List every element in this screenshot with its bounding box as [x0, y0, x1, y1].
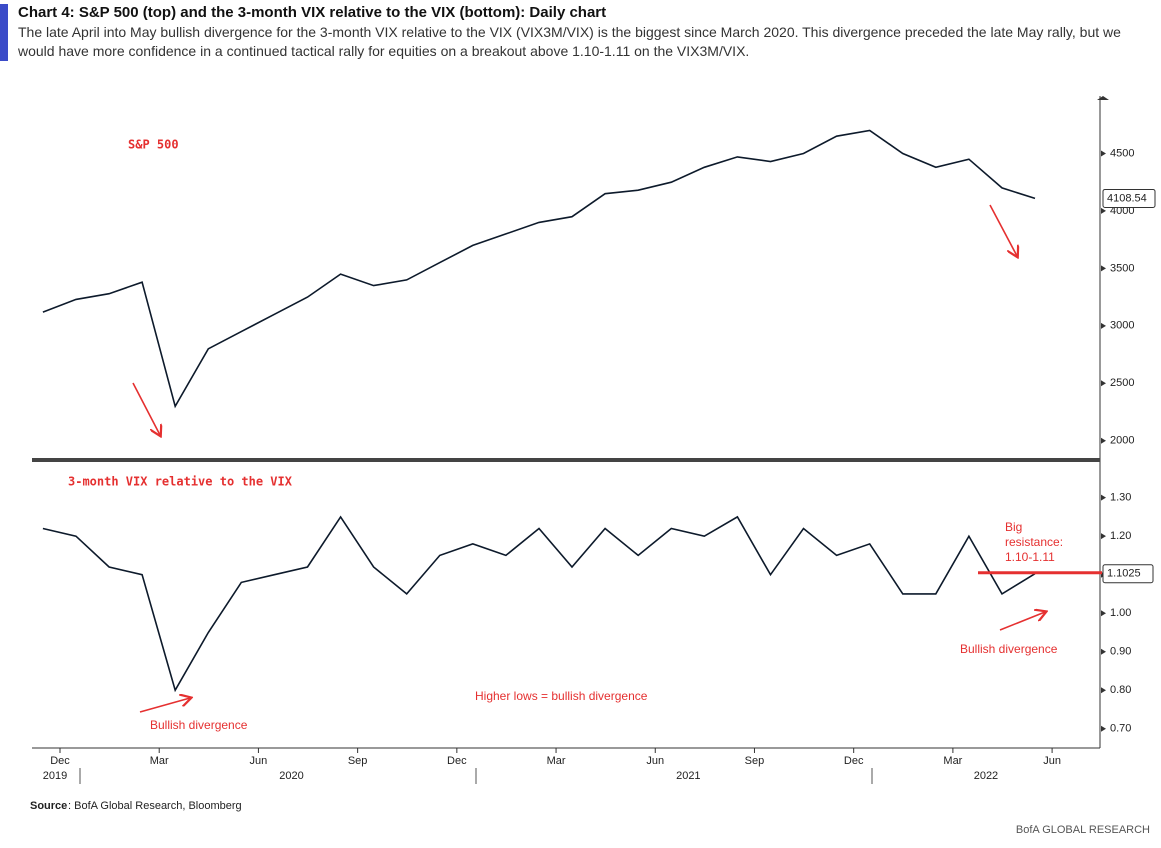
resistance-label: Big — [1005, 520, 1022, 534]
x-tick-label: Dec — [50, 755, 70, 767]
x-year-label: 2022 — [974, 770, 998, 782]
last-value-label: 1.1025 — [1107, 568, 1141, 580]
x-tick-label: Jun — [646, 755, 664, 767]
line — [42, 129, 1036, 409]
x-tick-label: Jun — [250, 755, 268, 767]
annotation: 3-month VIX relative to the VIX — [68, 475, 293, 489]
x-year-label: 2019 — [43, 770, 67, 782]
subtitle: The late April into May bullish divergen… — [18, 24, 1121, 59]
y-tick — [1101, 494, 1106, 501]
arrow — [989, 204, 1017, 256]
annotation: Bullish divergence — [150, 718, 248, 732]
y-tick — [1101, 207, 1106, 214]
arrows — [132, 204, 1045, 713]
y-tick — [1101, 322, 1106, 329]
last-value-label: 4108.54 — [1107, 192, 1147, 204]
resistance-label: 1.10-1.11 — [1005, 550, 1055, 564]
y-tick-label: 0.90 — [1110, 646, 1131, 658]
y-tick — [1101, 380, 1106, 387]
title: Chart 4: S&P 500 (top) and the 3-month V… — [18, 4, 607, 21]
header: Chart 4: S&P 500 (top) and the 3-month V… — [0, 4, 1155, 61]
x-tick-label: Dec — [447, 755, 467, 767]
x-tick-label: Mar — [547, 755, 566, 767]
x-tick-label: Sep — [348, 755, 368, 767]
y-tick-label: 4500 — [1110, 147, 1134, 159]
last-value-box — [1102, 564, 1154, 584]
y-tick — [1101, 265, 1106, 272]
y-tick-label: 2000 — [1110, 435, 1134, 447]
y-tick — [1101, 150, 1106, 157]
y-tick-label: 1.30 — [1110, 492, 1131, 504]
annotation: Bullish divergence — [960, 642, 1058, 656]
y-tick-label: 3000 — [1110, 320, 1134, 332]
y-tick — [1101, 533, 1106, 540]
x-tick-label: Dec — [844, 755, 864, 767]
resistance-label: resistance: — [1005, 535, 1063, 549]
x-tick-label: Mar — [150, 755, 169, 767]
y-tick-label: 0.80 — [1110, 684, 1131, 696]
x-tick-label: Mar — [943, 755, 962, 767]
y-tick-label: 1.20 — [1110, 530, 1131, 542]
source-label: Source — [30, 800, 67, 812]
arrow — [139, 698, 190, 713]
arrow — [132, 382, 160, 435]
y-tick — [1101, 725, 1106, 732]
x-tick-label: Sep — [745, 755, 765, 767]
y-tick-label: 1.00 — [1110, 607, 1131, 619]
last-value-box — [1102, 188, 1156, 208]
y-tick — [1101, 687, 1106, 694]
arrow — [999, 612, 1045, 631]
y-tick-label: 3500 — [1110, 262, 1134, 274]
y-tick — [1101, 648, 1106, 655]
source: : BofA Global Research, Bloomberg — [68, 800, 242, 812]
axis-arrow — [1097, 96, 1109, 100]
x-tick-label: Jun — [1043, 755, 1061, 767]
annotation: Higher lows = bullish divergence — [475, 689, 648, 703]
brand: BofA GLOBAL RESEARCH — [1016, 824, 1150, 836]
y-tick — [1101, 610, 1106, 617]
y-tick-label: 2500 — [1110, 377, 1134, 389]
x-year-label: 2020 — [279, 770, 303, 782]
y-tick — [1101, 437, 1106, 444]
y-tick-label: 0.70 — [1110, 723, 1131, 735]
line — [42, 515, 1036, 693]
x-year-label: 2021 — [676, 770, 700, 782]
annotation: S&P 500 — [128, 138, 179, 152]
